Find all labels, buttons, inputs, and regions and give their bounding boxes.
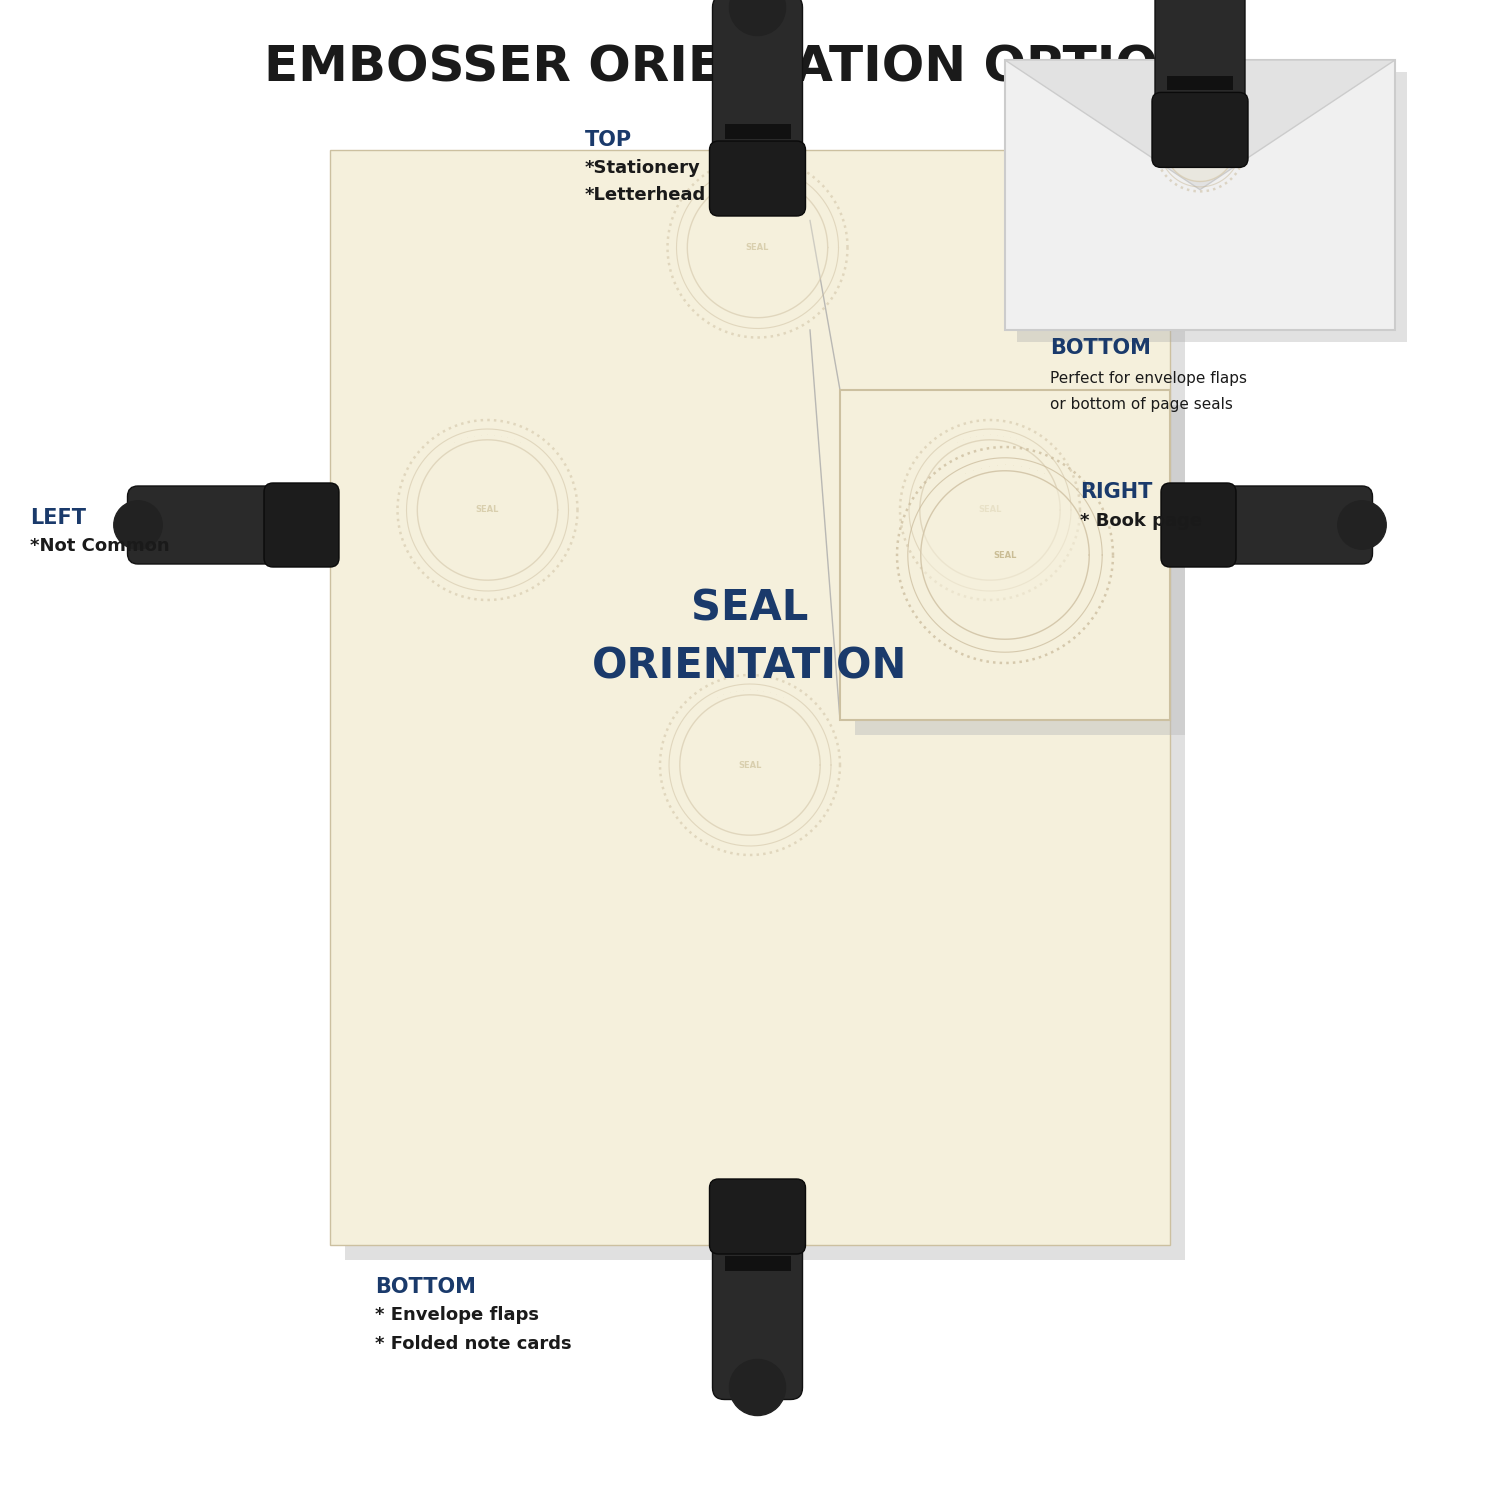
FancyBboxPatch shape [855,405,1185,735]
Text: LEFT: LEFT [30,507,86,528]
Circle shape [680,694,820,836]
Circle shape [921,471,1089,639]
FancyBboxPatch shape [710,141,806,216]
Circle shape [114,501,162,549]
FancyBboxPatch shape [724,124,790,138]
Circle shape [1338,501,1386,549]
Circle shape [1166,111,1234,182]
Text: BOTTOM: BOTTOM [1050,338,1150,358]
Text: * Folded note cards: * Folded note cards [375,1335,572,1353]
FancyBboxPatch shape [1209,486,1372,564]
Text: Perfect for envelope flaps: Perfect for envelope flaps [1050,370,1246,386]
Text: * Envelope flaps: * Envelope flaps [375,1306,538,1324]
Text: SEAL: SEAL [476,506,500,515]
Text: TOP: TOP [585,129,632,150]
Text: *Stationery: *Stationery [585,159,700,177]
FancyBboxPatch shape [840,390,1170,720]
Text: RIGHT: RIGHT [1080,482,1152,502]
Text: *Letterhead: *Letterhead [585,186,706,204]
FancyBboxPatch shape [710,1179,806,1254]
FancyBboxPatch shape [264,483,339,567]
FancyBboxPatch shape [128,486,291,564]
Text: SEAL
ORIENTATION: SEAL ORIENTATION [592,588,908,688]
FancyBboxPatch shape [1005,60,1395,330]
Text: SEAL: SEAL [993,550,1017,560]
FancyBboxPatch shape [1152,93,1248,168]
FancyBboxPatch shape [1017,72,1407,342]
FancyBboxPatch shape [1167,75,1233,90]
Text: *Not Common: *Not Common [30,537,170,555]
Circle shape [687,177,828,318]
Text: SEAL: SEAL [746,243,770,252]
Circle shape [729,0,786,36]
FancyBboxPatch shape [712,1233,803,1400]
FancyBboxPatch shape [724,1257,790,1270]
Text: SEAL: SEAL [1188,142,1212,152]
Text: or bottom of page seals: or bottom of page seals [1050,398,1233,412]
Text: * Book page: * Book page [1080,512,1202,530]
FancyBboxPatch shape [712,0,803,162]
FancyBboxPatch shape [345,165,1185,1260]
FancyBboxPatch shape [1155,0,1245,114]
FancyBboxPatch shape [330,150,1170,1245]
Text: EMBOSSER ORIENTATION OPTIONS: EMBOSSER ORIENTATION OPTIONS [264,44,1236,92]
Circle shape [417,440,558,580]
Polygon shape [1005,60,1395,189]
Text: SEAL: SEAL [978,506,1002,515]
Text: BOTTOM: BOTTOM [375,1276,476,1298]
Circle shape [920,440,1060,580]
Circle shape [729,1359,786,1416]
Text: SEAL: SEAL [738,760,762,770]
FancyBboxPatch shape [1161,483,1236,567]
